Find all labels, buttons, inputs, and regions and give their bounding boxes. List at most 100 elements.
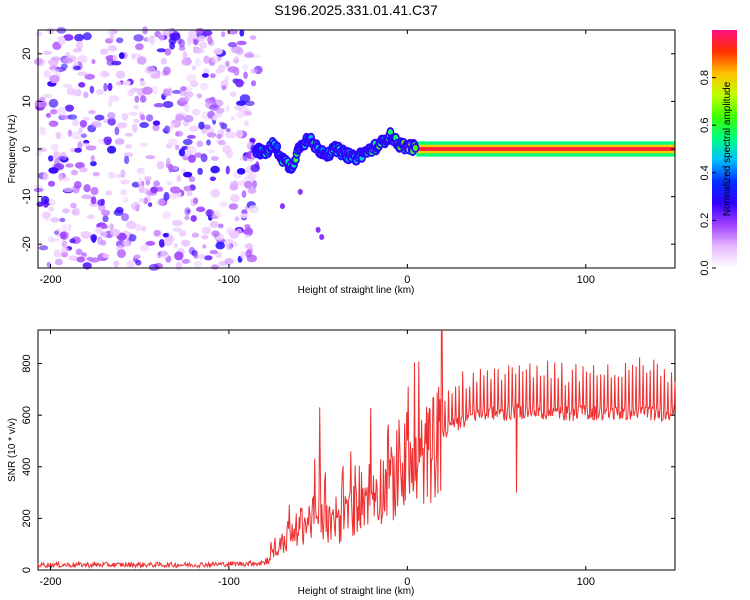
noise-blob	[172, 89, 182, 94]
noise-blob	[175, 144, 180, 151]
noise-blob	[173, 242, 178, 249]
noise-blob	[127, 89, 135, 97]
noise-blob	[61, 224, 68, 234]
noise-blob	[103, 82, 108, 92]
noise-blob	[233, 58, 239, 64]
snr-frame	[37, 329, 676, 571]
noise-blob	[99, 70, 110, 78]
noise-blob	[74, 162, 85, 169]
noise-blob	[163, 191, 170, 201]
noise-blob	[81, 142, 91, 147]
noise-blob	[63, 34, 74, 41]
noise-blob	[190, 215, 197, 222]
noise-blob	[110, 228, 121, 237]
noise-blob	[173, 166, 178, 171]
noise-blob	[61, 241, 68, 248]
snr-series-line	[37, 329, 676, 570]
noise-blob	[226, 243, 233, 251]
noise-blob	[107, 45, 118, 52]
noise-blob	[212, 115, 218, 121]
noise-blob	[250, 68, 258, 74]
noise-blob	[239, 213, 249, 219]
noise-blob	[35, 151, 42, 157]
noise-blob	[48, 167, 59, 174]
noise-blob	[131, 53, 142, 58]
spectrogram-xlabel: Height of straight line (km)	[298, 285, 415, 296]
noise-blob	[147, 65, 156, 72]
noise-blob	[196, 206, 206, 213]
noise-blob	[107, 117, 116, 126]
noise-blob	[179, 230, 187, 237]
noise-blob	[205, 209, 215, 218]
noise-blob	[174, 251, 184, 261]
noise-blob	[184, 215, 190, 221]
y-tick-label: 10	[21, 95, 33, 107]
noise-blob	[137, 177, 143, 186]
noise-blob	[230, 194, 240, 203]
noise-blob	[97, 236, 103, 246]
noise-blob	[180, 239, 191, 247]
noise-blob	[50, 109, 58, 115]
noise-blob	[171, 219, 183, 227]
noise-blob	[243, 110, 252, 116]
noise-blob	[74, 181, 82, 189]
noise-blob	[53, 251, 63, 258]
noise-blob	[72, 118, 79, 127]
noise-blob	[86, 214, 95, 220]
noise-blob	[245, 249, 253, 258]
noise-blob	[146, 114, 154, 122]
noise-blob	[48, 120, 59, 127]
noise-blob	[183, 185, 191, 192]
snr-y-ticks: 0 200 400 600 800	[21, 354, 675, 573]
noise-blob	[249, 137, 256, 143]
noise-blob	[218, 223, 224, 229]
noise-blob	[243, 120, 249, 127]
noise-blob	[42, 50, 53, 55]
x-tick-label: 0	[404, 274, 410, 286]
noise-blob	[244, 100, 255, 107]
noise-blob	[95, 89, 105, 95]
noise-blob	[215, 107, 225, 114]
noise-blob	[279, 203, 285, 210]
noise-blob	[219, 201, 228, 208]
noise-blob	[156, 198, 166, 206]
noise-blob	[151, 85, 159, 95]
noise-blob	[156, 48, 166, 53]
noise-blob	[67, 129, 73, 137]
noise-blob	[216, 133, 223, 139]
noise-blob	[204, 255, 213, 261]
noise-blob	[178, 97, 190, 102]
spectrogram-ylabel: Frequency (Hz)	[7, 115, 18, 184]
figure-title: S196.2025.331.01.41.C37	[274, 2, 438, 18]
noise-blob	[193, 39, 199, 46]
noise-blob	[79, 119, 88, 128]
noise-blob	[206, 139, 211, 146]
noise-blob	[166, 157, 171, 167]
noise-blob	[213, 48, 223, 55]
noise-blob	[315, 226, 321, 233]
noise-blob	[71, 131, 82, 140]
x-tick-label: -200	[39, 274, 61, 286]
noise-blob	[48, 155, 54, 162]
spectrogram-noise	[33, 26, 325, 271]
noise-blob	[124, 132, 133, 137]
noise-blob	[225, 128, 231, 133]
noise-blob	[62, 177, 70, 182]
noise-blob	[199, 41, 208, 49]
noise-blob	[225, 104, 230, 113]
noise-blob	[54, 258, 63, 266]
noise-blob	[90, 196, 97, 205]
noise-blob	[85, 145, 97, 151]
noise-blob	[36, 31, 42, 37]
noise-blob	[228, 203, 239, 210]
noise-blob	[89, 257, 100, 263]
noise-blob	[55, 131, 62, 140]
noise-blob	[109, 223, 114, 231]
y-tick-label: 20	[21, 48, 33, 60]
noise-blob	[180, 86, 187, 92]
noise-blob	[191, 65, 197, 71]
colorbar-tick-label: 0.2	[699, 213, 711, 228]
noise-blob	[162, 101, 174, 108]
noise-blob	[218, 121, 225, 126]
noise-blob	[181, 58, 192, 66]
